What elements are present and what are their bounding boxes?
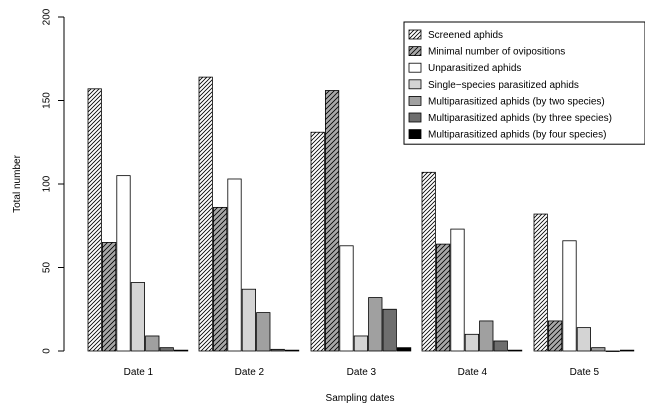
bar <box>450 228 465 352</box>
y-tick-label: 100 <box>42 175 53 192</box>
bar <box>198 76 213 352</box>
bar <box>591 347 606 352</box>
bar <box>159 347 174 352</box>
legend-swatch <box>408 129 422 140</box>
legend-swatch <box>408 46 422 56</box>
bar <box>605 350 620 352</box>
bars <box>87 76 635 352</box>
bar <box>620 349 635 352</box>
bar <box>421 171 436 352</box>
x-tick-label: Date 2 <box>235 367 265 378</box>
legend-swatch <box>408 96 422 106</box>
legend-label: Multiparasitized aphids (by two species) <box>428 96 605 107</box>
bar <box>173 349 189 352</box>
bar <box>368 297 383 352</box>
x-axis-title: Sampling dates <box>326 393 395 404</box>
legend-label: Multiparasitized aphids (by four species… <box>428 130 606 141</box>
bar <box>435 243 451 352</box>
bar <box>270 348 285 352</box>
legend-swatch <box>408 62 422 73</box>
bar <box>102 242 117 352</box>
bar <box>87 88 102 352</box>
bar <box>339 245 354 352</box>
legend-label: Single−species parasitized aphids <box>428 80 579 91</box>
bar <box>353 335 369 352</box>
legend-label: Minimal number of ovipositions <box>428 47 565 58</box>
bar <box>284 349 300 352</box>
legend-box <box>403 21 645 145</box>
bar <box>548 320 563 352</box>
bar <box>241 288 256 352</box>
legend-swatch <box>408 112 422 123</box>
legend-swatch <box>408 79 422 90</box>
legend: Screened aphids Minimal number of oviposi… <box>403 21 645 145</box>
y-tick-label: 50 <box>42 262 53 274</box>
bar <box>562 240 577 352</box>
legend-label: Unparasitized aphids <box>428 63 521 74</box>
bar <box>310 131 325 352</box>
x-tick-label: Date 4 <box>458 367 488 378</box>
y-axis: 0 50 100 150 200 <box>42 8 65 354</box>
bar <box>576 327 592 352</box>
y-tick-label: 0 <box>42 348 53 354</box>
bar <box>227 178 242 352</box>
bar <box>493 340 508 352</box>
bar <box>145 335 160 352</box>
y-axis-title: Total number <box>12 154 23 212</box>
bar <box>464 333 480 352</box>
bar <box>382 308 397 352</box>
bar <box>256 312 271 352</box>
bar <box>533 213 548 352</box>
bar <box>507 349 523 352</box>
y-tick-label: 200 <box>42 8 53 25</box>
bar <box>479 320 494 352</box>
x-tick-label: Date 3 <box>347 367 377 378</box>
bar <box>116 175 131 352</box>
x-axis: Date 1 Date 2 Date 3 Date 4 Date 5 <box>124 367 600 378</box>
bar <box>324 90 340 352</box>
y-tick-label: 150 <box>42 92 53 109</box>
x-tick-label: Date 1 <box>124 367 154 378</box>
legend-swatch <box>408 29 422 40</box>
bar <box>396 347 412 352</box>
bar <box>130 282 145 352</box>
bar <box>212 206 228 352</box>
legend-label: Multiparasitized aphids (by three specie… <box>428 113 612 124</box>
legend-label: Screened aphids <box>428 30 503 41</box>
x-tick-label: Date 5 <box>570 367 600 378</box>
